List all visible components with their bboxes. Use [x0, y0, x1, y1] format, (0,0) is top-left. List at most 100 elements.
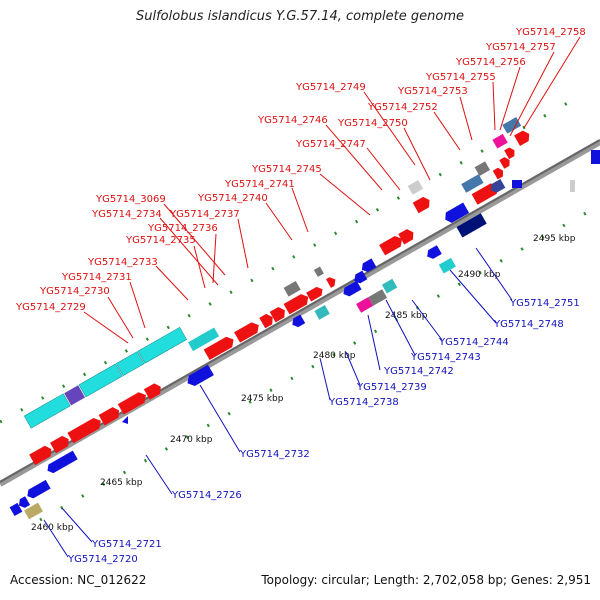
- gene-label[interactable]: YG5714_2720: [67, 554, 138, 565]
- gene-feature[interactable]: [326, 275, 338, 288]
- gene-feature[interactable]: [25, 479, 51, 501]
- gene-label[interactable]: YG5714_2752: [367, 102, 438, 113]
- gene-feature[interactable]: [290, 314, 306, 329]
- gene-label[interactable]: YG5714_2740: [197, 193, 268, 204]
- gene-label[interactable]: YG5714_2755: [425, 72, 496, 83]
- gene-feature[interactable]: [122, 416, 128, 424]
- genome-backbone: [0, 139, 600, 487]
- gene-label[interactable]: YG5714_2742: [383, 366, 454, 377]
- gene-feature[interactable]: [234, 320, 262, 343]
- gene-feature[interactable]: [591, 150, 600, 164]
- gene-feature[interactable]: [78, 363, 123, 398]
- gene-feature[interactable]: [24, 502, 43, 520]
- gene-feature[interactable]: [504, 146, 517, 160]
- gene-label[interactable]: YG5714_2747: [295, 139, 366, 150]
- gene-feature[interactable]: [412, 195, 433, 214]
- gene-feature[interactable]: [359, 258, 377, 274]
- gene-feature[interactable]: [474, 161, 490, 176]
- scale-label: 2495 kbp: [533, 234, 576, 244]
- gene-feature[interactable]: [438, 257, 456, 274]
- gene-feature[interactable]: [407, 180, 424, 195]
- gene-feature[interactable]: [425, 245, 442, 261]
- reverse-label-leaders: [43, 247, 513, 558]
- gene-feature[interactable]: [570, 180, 575, 192]
- gene-feature[interactable]: [379, 234, 405, 256]
- gene-feature[interactable]: [492, 133, 508, 149]
- gene-feature[interactable]: [341, 280, 362, 299]
- gene-feature[interactable]: [23, 393, 71, 429]
- gene-label[interactable]: YG5714_2721: [91, 539, 162, 550]
- gene-feature[interactable]: [9, 502, 23, 517]
- gene-feature[interactable]: [45, 450, 78, 476]
- gene-label[interactable]: YG5714_2729: [15, 302, 86, 313]
- gene-label[interactable]: YG5714_2758: [515, 27, 586, 38]
- gene-label[interactable]: YG5714_2741: [224, 179, 295, 190]
- genome-summary: Topology: circular; Length: 2,702,058 bp…: [261, 573, 591, 587]
- gene-feature[interactable]: [184, 364, 214, 389]
- gene-feature[interactable]: [461, 174, 484, 193]
- gene-label[interactable]: YG5714_2745: [251, 164, 322, 175]
- gene-label[interactable]: YG5714_2726: [171, 490, 242, 501]
- gene-feature[interactable]: [143, 381, 164, 400]
- gene-label[interactable]: YG5714_2756: [455, 57, 526, 68]
- gene-label[interactable]: YG5714_2753: [397, 86, 468, 97]
- scale-label: 2460 kbp: [31, 523, 74, 533]
- accession-text: Accession: NC_012622: [10, 573, 147, 587]
- gene-label[interactable]: YG5714_2737: [169, 209, 240, 220]
- gene-feature[interactable]: [64, 385, 86, 406]
- gene-feature[interactable]: [352, 270, 368, 286]
- gene-feature[interactable]: [456, 213, 487, 238]
- gene-label[interactable]: YG5714_2749: [295, 82, 366, 93]
- gene-label[interactable]: YG5714_3069: [95, 194, 166, 205]
- gene-label[interactable]: YG5714_2734: [91, 209, 162, 220]
- gene-feature[interactable]: [492, 166, 506, 180]
- gene-label[interactable]: YG5714_2757: [485, 42, 556, 53]
- gene-label[interactable]: YG5714_2735: [125, 235, 196, 246]
- gene-feature[interactable]: [499, 156, 512, 169]
- gene-feature[interactable]: [314, 305, 330, 320]
- gene-label[interactable]: YG5714_2744: [438, 337, 509, 348]
- gene-feature[interactable]: [442, 202, 470, 225]
- gene-label[interactable]: YG5714_2732: [239, 449, 310, 460]
- gene-feature[interactable]: [283, 292, 312, 315]
- gene-label[interactable]: YG5714_2743: [410, 352, 481, 363]
- gene-label[interactable]: YG5714_2738: [328, 397, 399, 408]
- gene-feature[interactable]: [514, 129, 532, 146]
- gene-feature[interactable]: [188, 327, 220, 352]
- gene-label[interactable]: YG5714_2746: [257, 115, 328, 126]
- gene-label[interactable]: YG5714_2730: [39, 286, 110, 297]
- gene-feature[interactable]: [50, 434, 72, 454]
- gene-feature[interactable]: [398, 227, 416, 245]
- gene-label[interactable]: YG5714_2739: [356, 382, 427, 393]
- gene-feature[interactable]: [259, 312, 275, 329]
- gene-feature[interactable]: [203, 334, 237, 361]
- scale-label: 2465 kbp: [100, 478, 143, 488]
- gene-feature[interactable]: [381, 278, 398, 294]
- gene-feature[interactable]: [29, 444, 54, 466]
- gene-label[interactable]: YG5714_2736: [147, 223, 218, 234]
- gene-feature[interactable]: [356, 297, 374, 313]
- gene-feature[interactable]: [368, 289, 388, 306]
- gene-label[interactable]: YG5714_2731: [61, 272, 132, 283]
- gene-feature[interactable]: [512, 180, 522, 188]
- gene-label[interactable]: YG5714_2751: [509, 298, 580, 309]
- gene-feature[interactable]: [269, 305, 288, 323]
- gene-feature[interactable]: [16, 496, 31, 510]
- gene-feature[interactable]: [313, 266, 324, 277]
- gene-feature[interactable]: [117, 390, 149, 415]
- gene-feature[interactable]: [115, 351, 145, 376]
- gene-feature[interactable]: [283, 280, 301, 297]
- gene-label[interactable]: YG5714_2733: [87, 257, 158, 268]
- gene-feature[interactable]: [67, 416, 103, 444]
- forward-label-leaders: [83, 36, 581, 344]
- gene-feature[interactable]: [488, 179, 506, 195]
- gene-label[interactable]: YG5714_2750: [337, 118, 408, 129]
- gene-feature[interactable]: [98, 405, 122, 426]
- gene-feature[interactable]: [306, 285, 325, 302]
- gene-feature[interactable]: [502, 117, 522, 134]
- scale-label: 2470 kbp: [170, 435, 213, 445]
- scale-label: 2485 kbp: [385, 311, 428, 321]
- gene-label[interactable]: YG5714_2748: [493, 319, 564, 330]
- reverse-strand-genes: [9, 150, 600, 520]
- gene-feature[interactable]: [137, 326, 188, 364]
